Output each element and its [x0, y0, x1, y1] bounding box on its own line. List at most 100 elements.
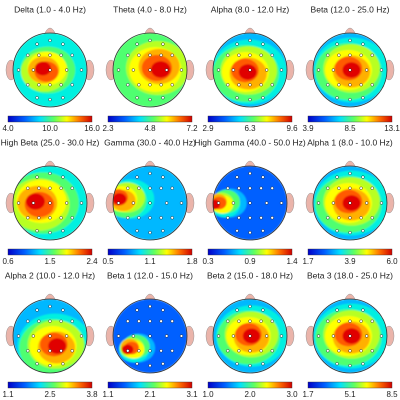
map-title: High Gamma (40.0 - 50.0 Hz) [194, 137, 306, 147]
electrode [216, 334, 221, 338]
electrode [337, 53, 341, 57]
electrode [348, 319, 352, 323]
electrode [261, 175, 265, 179]
topomap: Alpha (8.0 - 12.0 Hz) 2.9 6.3 9.6 [202, 4, 298, 133]
electrode [148, 186, 152, 190]
colorbar-tick-label: 4.8 [144, 124, 156, 133]
electrode [361, 308, 365, 312]
electrode [26, 319, 30, 323]
electrode [179, 201, 184, 205]
electrode [337, 319, 341, 323]
electrode [237, 186, 241, 190]
map-title: Delta (1.0 - 4.0 Hz) [14, 4, 86, 14]
electrode [248, 304, 252, 308]
heatmap [213, 166, 287, 240]
colorbar-tick-label: 2.1 [144, 390, 156, 399]
electrode [248, 83, 252, 87]
electrode [161, 362, 165, 366]
electrode [148, 201, 152, 205]
electrode [337, 216, 341, 220]
electrode [70, 53, 74, 57]
electrode [337, 83, 341, 87]
electrode [79, 334, 84, 338]
electrode [359, 53, 363, 57]
electrode [231, 201, 235, 205]
colorbar-tick-label: 1.1 [144, 257, 156, 266]
electrode [135, 362, 139, 366]
electrode [237, 349, 241, 353]
electrode [179, 68, 184, 72]
electrode [348, 231, 352, 235]
electrode [226, 319, 230, 323]
electrode [235, 308, 239, 312]
colorbar-tick-label: 2.9 [202, 124, 214, 133]
electrode [316, 68, 321, 72]
electrode [235, 42, 239, 46]
electrode [48, 319, 52, 323]
electrode [148, 364, 152, 368]
electrode [131, 334, 135, 338]
colorbar [207, 115, 293, 123]
heatmap [213, 299, 287, 373]
electrode [348, 334, 352, 338]
colorbar-tick-label: 2.4 [86, 257, 98, 266]
topomap: Beta 1 (12.0 - 15.0 Hz) 1.1 2.1 3.1 [102, 270, 198, 399]
map-title: Alpha 1 (8.0 - 10.0 Hz) [307, 137, 393, 147]
electrode [179, 334, 184, 338]
colorbar [307, 115, 393, 123]
electrode [248, 334, 252, 338]
colorbar [307, 381, 393, 389]
electrode [61, 229, 65, 233]
electrode [159, 216, 163, 220]
electrode [226, 349, 230, 353]
electrode [61, 308, 65, 312]
electrode [37, 186, 41, 190]
head-outline [112, 298, 188, 374]
electrode [148, 334, 152, 338]
electrode [70, 216, 74, 220]
map-title: High Beta (25.0 - 30.0 Hz) [1, 137, 100, 147]
colorbar-tick-label: 6.3 [244, 124, 256, 133]
electrode [248, 68, 252, 72]
electrode [365, 201, 369, 205]
electrode [135, 96, 139, 100]
electrode [331, 68, 335, 72]
electrode [370, 319, 374, 323]
electrode [337, 186, 341, 190]
map-title: Beta (12.0 - 25.0 Hz) [311, 4, 390, 14]
electrode [370, 83, 374, 87]
electrode [235, 175, 239, 179]
electrode [326, 319, 330, 323]
electrode [170, 349, 174, 353]
electrode [348, 216, 352, 220]
electrode [331, 201, 335, 205]
electrode [248, 97, 252, 102]
electrode [148, 349, 152, 353]
heat-level [113, 193, 127, 205]
electrode [37, 319, 41, 323]
colorbar-tick-label: 0.9 [244, 257, 256, 266]
map-title: Alpha 2 (10.0 - 12.0 Hz) [5, 270, 95, 280]
colorbar-tick-label: 13.1 [384, 124, 400, 133]
electrode [35, 175, 39, 179]
colorbar-tick-label: 4.0 [2, 124, 14, 133]
electrode [148, 83, 152, 87]
electrode [248, 201, 252, 205]
colorbar-tick-label: 9.6 [286, 124, 298, 133]
electrode [237, 216, 241, 220]
colorbar-tick-label: 5.1 [344, 390, 356, 399]
head-outline [212, 298, 288, 374]
electrode [37, 83, 41, 87]
electrode [279, 68, 284, 72]
colorbar [207, 248, 293, 256]
map-title: Beta 2 (15.0 - 18.0 Hz) [207, 270, 293, 280]
electrode [259, 349, 263, 353]
electrode [148, 304, 152, 308]
electrode [170, 186, 174, 190]
colorbar [107, 381, 193, 389]
electrode [31, 68, 35, 72]
electrode [226, 83, 230, 87]
electrode [137, 319, 141, 323]
head-outline [12, 165, 88, 241]
map-title: Theta (4.0 - 8.0 Hz) [113, 4, 187, 14]
